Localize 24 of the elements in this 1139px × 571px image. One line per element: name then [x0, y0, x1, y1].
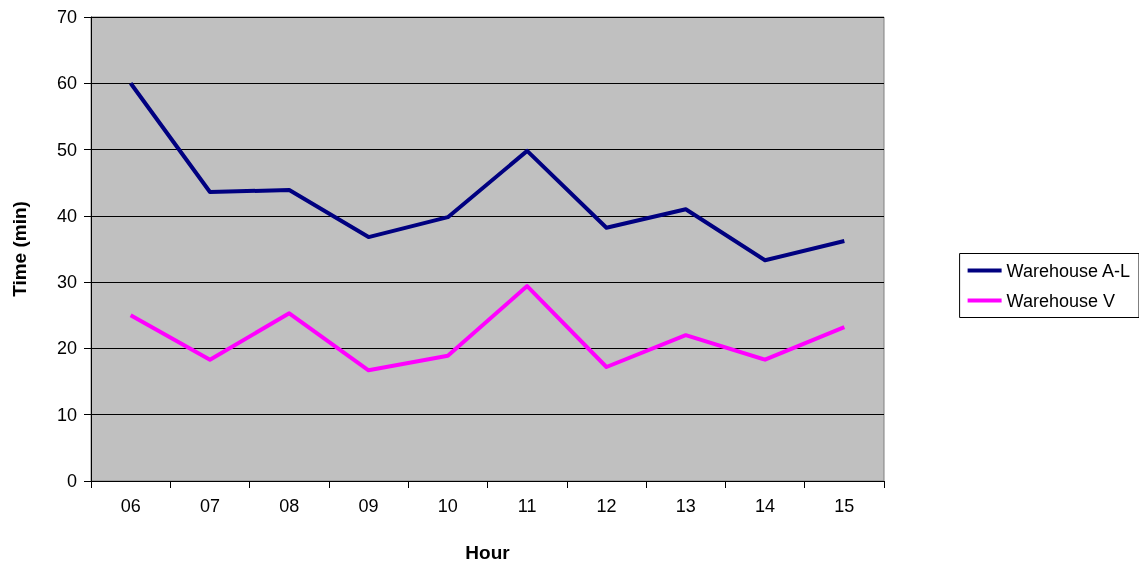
legend-label: Warehouse A-L [1006, 260, 1131, 281]
x-tick-label: 13 [675, 496, 696, 516]
line-series [128, 284, 847, 373]
x-tick-label: 10 [437, 496, 458, 516]
x-tick-label: 07 [199, 496, 220, 516]
x-axis-title: Hour [465, 542, 511, 563]
y-tick-label: 40 [56, 205, 77, 226]
y-tick-label: 20 [56, 338, 77, 359]
legend-label: Warehouse V [1006, 290, 1115, 311]
x-tick-label: 11 [517, 496, 537, 516]
x-tick-label: 06 [120, 496, 141, 516]
y-tick-label: 70 [56, 7, 77, 27]
x-tick-label: 09 [358, 496, 379, 516]
x-tick-label: 15 [834, 496, 855, 516]
y-tick-label: 50 [56, 139, 77, 160]
x-tick-label: 14 [755, 496, 776, 516]
y-tick-label: 30 [56, 272, 77, 293]
x-tick-label: 08 [279, 496, 300, 516]
y-axis-title: Time (min) [9, 201, 30, 297]
line-series [128, 81, 847, 263]
y-tick-label: 10 [56, 404, 77, 425]
y-tick-label: 0 [66, 471, 77, 491]
x-tick-label: 12 [596, 496, 617, 516]
y-tick-label: 60 [56, 73, 77, 94]
